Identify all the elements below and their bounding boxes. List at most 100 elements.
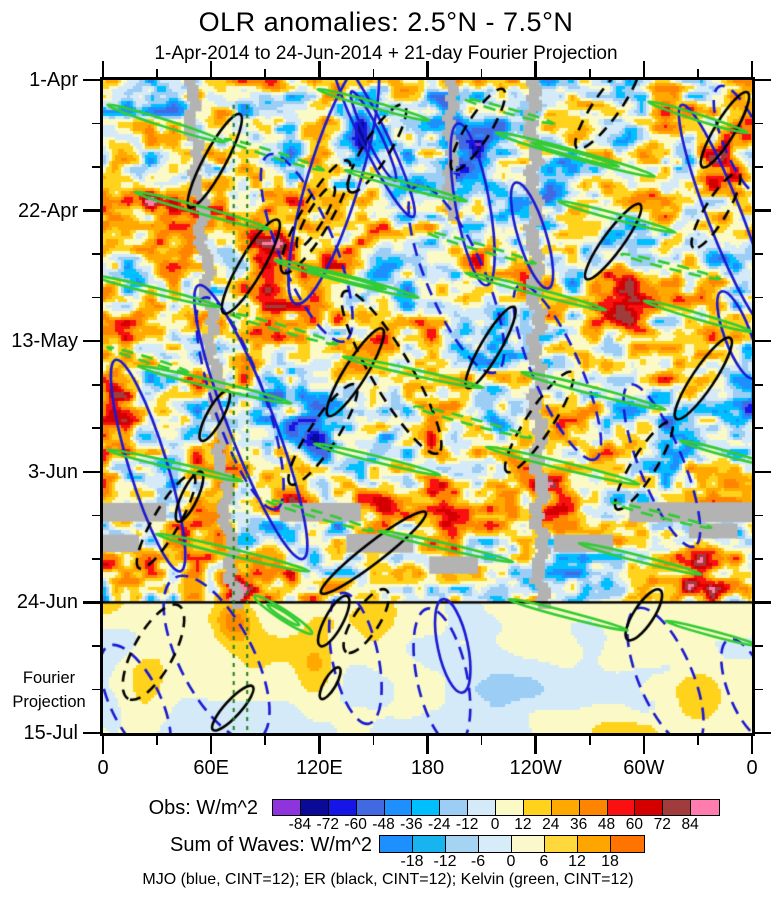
y-right-major-tick (755, 470, 771, 473)
y-tick-label: 3-Jun (27, 460, 78, 483)
x-top-minor-tick (156, 69, 158, 77)
colorbar-tick-label: 84 (681, 816, 699, 833)
x-top-major-tick (750, 61, 754, 77)
y-right-major-tick (755, 78, 771, 82)
colorbar-cell (523, 800, 552, 815)
colorbar-cell (384, 800, 413, 815)
colorbar-tick-label: 18 (601, 853, 619, 870)
x-top-minor-tick (372, 69, 375, 77)
y-right-major-tick (755, 209, 771, 212)
colorbar-tick-label: 0 (490, 816, 500, 833)
x-major-tick (750, 736, 754, 754)
colorbar-cell (356, 800, 385, 815)
y-minor-tick (92, 296, 100, 299)
y-minor-tick (92, 122, 100, 125)
colorbar-cell (328, 800, 357, 815)
y-minor-tick (92, 383, 100, 386)
colorbar-tick-label: -12 (455, 816, 479, 833)
x-top-minor-tick (697, 69, 699, 77)
colorbar-cell (468, 800, 496, 815)
page-title: OLR anomalies: 2.5°N - 7.5°N (198, 7, 574, 37)
obs-colorbar-label: Obs: W/m^2 (148, 797, 258, 819)
x-tick-label: 60E (193, 757, 229, 779)
y-right-major-tick (755, 601, 771, 604)
y-major-tick (83, 78, 100, 82)
x-major-tick (318, 736, 321, 754)
colorbar-tick-label: 72 (653, 816, 671, 833)
x-minor-tick (372, 736, 375, 745)
colorbar-tick-label: -84 (288, 816, 312, 833)
colorbar-cell (545, 836, 578, 852)
colorbar-tick-label: 36 (570, 816, 588, 833)
colorbar-cell (300, 800, 329, 815)
y-minor-tick (92, 427, 100, 430)
y-minor-tick (92, 558, 100, 560)
y-right-minor-tick (755, 166, 763, 168)
x-tick-label: 0 (97, 757, 109, 779)
colorbar-tick-label: -12 (433, 853, 457, 870)
y-right-major-tick (755, 340, 771, 343)
colorbar-tick-label: 48 (597, 816, 616, 833)
hovmoller-plot-canvas (103, 80, 752, 733)
waves-colorbar-label: Sum of Waves: W/m^2 (169, 834, 372, 856)
x-tick-label: 60W (623, 757, 665, 779)
x-top-major-tick (534, 61, 537, 77)
colorbar-tick-label: 60 (625, 816, 643, 833)
colorbar-cell (578, 836, 611, 852)
y-right-minor-tick (755, 514, 763, 517)
y-major-tick (83, 731, 100, 735)
y-tick-label: 15-Jul (23, 722, 78, 744)
x-tick-label: 120W (509, 757, 562, 779)
colorbar-cell (663, 800, 692, 815)
colorbar-tick-label: 6 (539, 853, 549, 870)
y-minor-tick (92, 688, 100, 691)
x-top-major-tick (318, 61, 321, 77)
y-minor-tick (92, 253, 100, 255)
x-top-major-tick (101, 61, 105, 77)
colorbar-tick-label: 12 (514, 816, 532, 833)
page-subtitle: 1-Apr-2014 to 24-Jun-2014 + 21-day Fouri… (154, 43, 618, 64)
colorbar-tick-label: -72 (316, 816, 339, 833)
colorbar-cell (496, 800, 524, 815)
x-minor-tick (156, 736, 158, 745)
colorbar-cell (579, 800, 608, 815)
x-top-major-tick (209, 61, 213, 77)
x-tick-label: 120E (295, 757, 343, 779)
x-major-tick (534, 736, 537, 754)
x-minor-tick (480, 736, 483, 745)
y-major-tick (83, 470, 100, 473)
colorbar-tick-label: -24 (428, 816, 451, 833)
colorbar-cell (412, 800, 441, 815)
x-minor-tick (588, 736, 591, 745)
y-tick-label: 24-Jun (16, 591, 78, 614)
y-right-minor-tick (755, 645, 763, 647)
y-tick-label: 1-Apr (29, 69, 78, 91)
x-major-tick (642, 736, 646, 754)
x-top-major-tick (642, 61, 646, 77)
colorbar-cell (380, 836, 413, 852)
colorbar-cell (446, 836, 479, 852)
colorbar-tick-label: -6 (470, 853, 486, 870)
y-tick-label: 13-May (11, 330, 78, 353)
colorbar-cell (611, 836, 644, 852)
x-major-tick (101, 736, 105, 754)
x-minor-tick (697, 736, 699, 745)
colorbar-cell (635, 800, 664, 815)
x-minor-tick (264, 736, 267, 745)
waves-colorbar (379, 835, 645, 853)
y-right-minor-tick (755, 253, 763, 255)
colorbar-tick-label: -18 (400, 853, 424, 870)
x-major-tick (209, 736, 213, 754)
colorbar-tick-label: -48 (372, 816, 395, 833)
fourier-projection-label-line2: Projection (12, 693, 86, 711)
colorbar-cell (691, 800, 719, 815)
colorbar-cell (440, 800, 469, 815)
colorbar-tick-label: 0 (506, 853, 516, 870)
fourier-projection-label: Fourier Projection (0, 666, 98, 714)
y-minor-tick (92, 514, 100, 517)
y-major-tick (83, 340, 100, 343)
x-top-minor-tick (588, 69, 591, 77)
colorbar-cell (479, 836, 512, 852)
y-right-major-tick (755, 731, 771, 735)
